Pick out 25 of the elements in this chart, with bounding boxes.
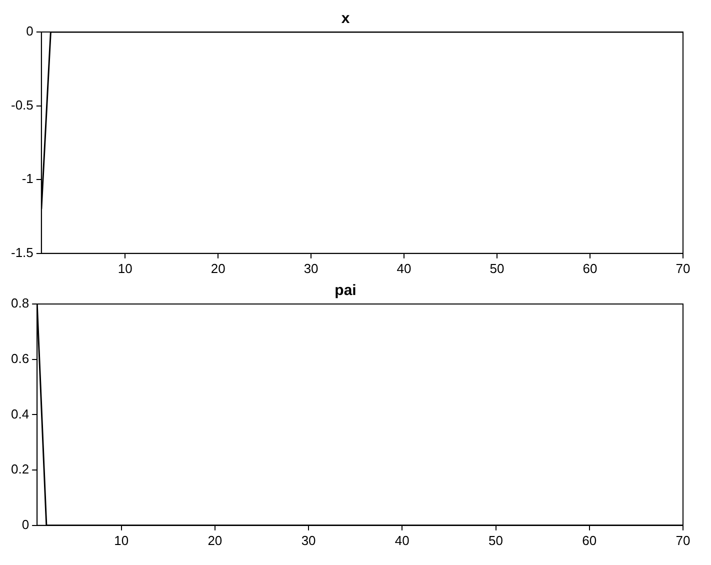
y-tick-label: 0 [22, 516, 30, 532]
x-tick-label: 20 [208, 532, 222, 548]
x-tick-label: 70 [676, 260, 690, 276]
y-tick-label: 0.4 [10, 406, 30, 422]
y-tick-label: 0.2 [10, 462, 30, 477]
x-tick-label: 10 [118, 260, 132, 276]
x-tick-label: 60 [582, 260, 598, 276]
y-tick-label: 0.8 [10, 296, 30, 311]
x-tick-label: 50 [488, 532, 504, 548]
x-tick-label: 70 [676, 532, 690, 548]
y-tick-label: -1 [22, 171, 34, 186]
chart-title: pai [334, 282, 356, 300]
y-tick-label: 0.6 [10, 350, 30, 366]
x-tick-label: 50 [490, 260, 504, 276]
x-tick-label: 10 [114, 532, 129, 548]
y-tick-label: -0.5 [10, 97, 34, 112]
chart-title: x [341, 10, 350, 28]
x-tick-label: 40 [396, 260, 412, 276]
y-tick-label: 0 [26, 24, 34, 39]
x-tick-label: 60 [582, 532, 597, 548]
y-tick-label: -1.5 [10, 244, 34, 260]
x-tick-label: 30 [304, 260, 318, 276]
x-tick-label: 20 [210, 260, 226, 276]
x-tick-label: 30 [301, 532, 316, 548]
x-tick-label: 40 [394, 532, 410, 548]
